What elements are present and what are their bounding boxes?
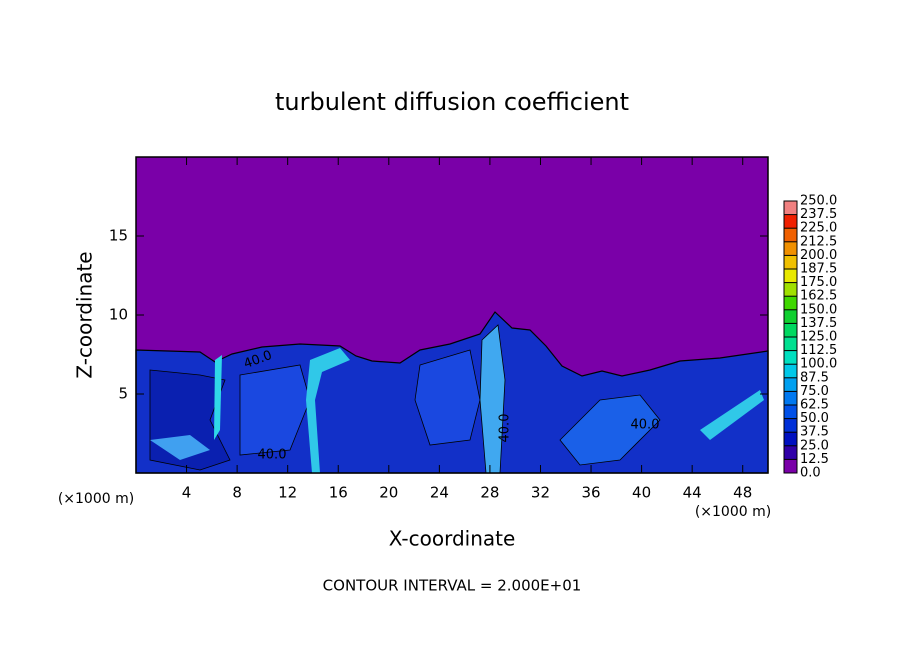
y-tick-label: 5 xyxy=(118,385,128,403)
x-tick-label: 28 xyxy=(480,484,499,502)
colorbar-band xyxy=(784,214,797,229)
colorbar-band xyxy=(784,323,797,337)
colorbar-band xyxy=(784,228,797,242)
field-region xyxy=(700,390,764,440)
colorbar-label: 12.5 xyxy=(800,452,829,467)
colorbar-label: 25.0 xyxy=(800,438,829,453)
x-unit-label: (×1000 m) xyxy=(695,504,771,520)
field-region xyxy=(214,355,222,440)
contour-label: 40.0 xyxy=(498,414,513,443)
colorbar-label: 237.5 xyxy=(800,207,837,222)
x-tick-label: 36 xyxy=(581,484,600,502)
colorbar-band xyxy=(784,241,797,256)
colorbar-label: 112.5 xyxy=(800,343,837,358)
colorbar-label: 175.0 xyxy=(800,275,837,290)
x-tick-label: 40 xyxy=(632,484,651,502)
x-tick-label: 8 xyxy=(232,484,242,502)
colorbar-band xyxy=(784,269,797,283)
colorbar-band xyxy=(784,377,797,392)
colorbar-label: 62.5 xyxy=(800,398,829,413)
x-tick-label: 48 xyxy=(733,484,752,502)
y-tick-label: 10 xyxy=(109,306,128,324)
x-axis-label: X-coordinate xyxy=(389,527,516,551)
field-region xyxy=(559,394,661,466)
y-unit-label: (×1000 m) xyxy=(58,491,134,507)
contour-label: 40.0 xyxy=(631,418,660,433)
colorbar-band xyxy=(784,391,797,405)
colorbar-band xyxy=(784,445,797,460)
colorbar-label: 225.0 xyxy=(800,221,837,236)
colorbar-label: 200.0 xyxy=(800,248,837,263)
x-tick-label: 24 xyxy=(430,484,449,502)
colorbar-label: 137.5 xyxy=(800,316,837,331)
colorbar-band xyxy=(784,405,797,419)
y-tick-label: 15 xyxy=(109,227,128,245)
colorbar-label: 250.0 xyxy=(800,194,837,209)
colorbar-band xyxy=(784,201,797,215)
colorbar-label: 37.5 xyxy=(800,425,829,440)
colorbar-label: 87.5 xyxy=(800,370,829,385)
contour-field xyxy=(135,157,769,474)
chart-title: turbulent diffusion coefficient xyxy=(275,88,629,116)
x-tick-label: 20 xyxy=(379,484,398,502)
colorbar-band xyxy=(784,337,797,351)
colorbar-band xyxy=(784,255,797,269)
x-tick-label: 16 xyxy=(329,484,348,502)
colorbar-label: 212.5 xyxy=(800,234,837,249)
colorbar-label: 150.0 xyxy=(800,302,837,317)
colorbar-band xyxy=(784,432,797,446)
field-region xyxy=(239,364,311,456)
colorbar-band xyxy=(784,282,797,297)
colorbar-band xyxy=(784,418,797,433)
contour-label: 40.0 xyxy=(258,448,287,463)
colorbar-label: 100.0 xyxy=(800,357,837,372)
field-region xyxy=(150,435,210,460)
x-tick-label: 44 xyxy=(683,484,702,502)
x-tick-label: 32 xyxy=(531,484,550,502)
colorbar-band xyxy=(784,296,797,310)
colorbar-band xyxy=(784,350,797,365)
colorbar-label: 75.0 xyxy=(800,384,829,399)
colorbar-band xyxy=(784,309,797,324)
footnote: CONTOUR INTERVAL = 2.000E+01 xyxy=(323,577,582,595)
colorbar-label: 50.0 xyxy=(800,411,829,426)
colorbar-label: 125.0 xyxy=(800,330,837,345)
field-region xyxy=(306,348,350,473)
colorbar-band xyxy=(784,364,797,378)
colorbar-label: 162.5 xyxy=(800,289,837,304)
colorbar-label: 0.0 xyxy=(800,466,821,481)
colorbar-label: 187.5 xyxy=(800,262,837,277)
y-axis-label: Z-coordinate xyxy=(73,251,97,378)
x-tick-label: 4 xyxy=(182,484,192,502)
x-tick-label: 12 xyxy=(278,484,297,502)
field-region xyxy=(414,349,481,446)
colorbar-band xyxy=(784,459,797,473)
